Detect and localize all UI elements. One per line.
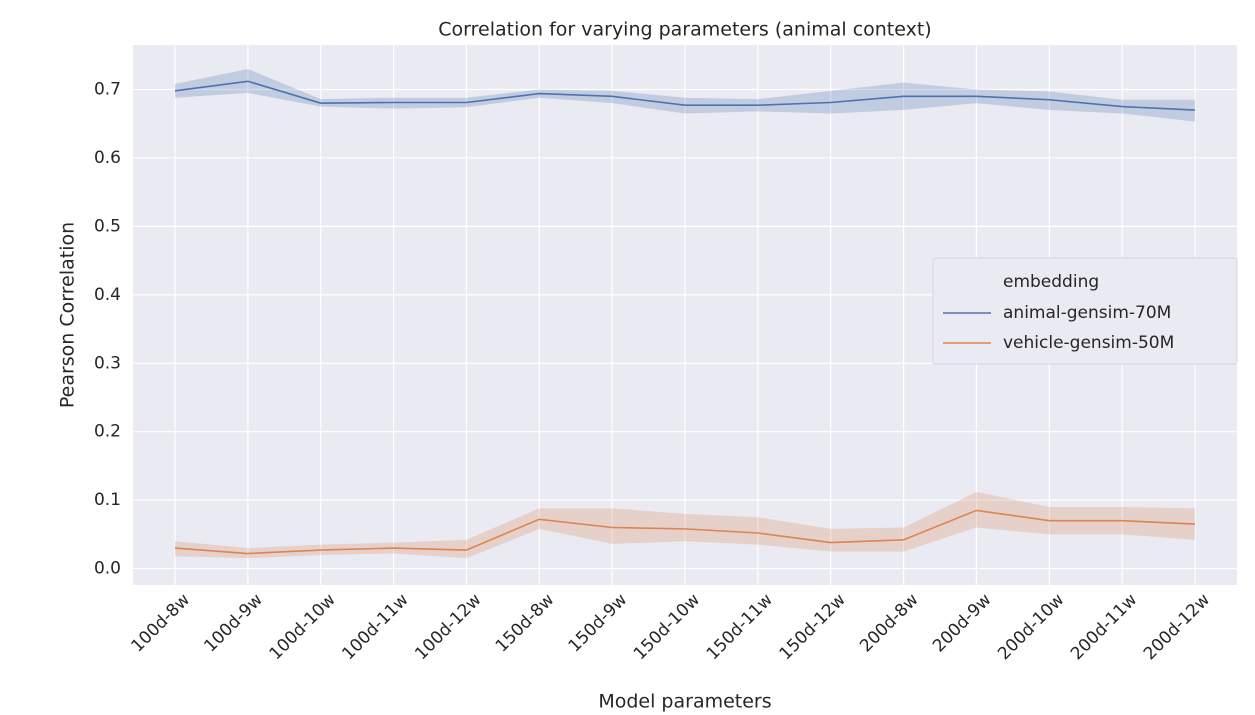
x-tick-label: 150d-10w	[630, 590, 704, 664]
x-tick-label: 100d-12w	[411, 590, 485, 664]
x-tick-label: 150d-9w	[565, 590, 632, 657]
y-tick-label: 0.1	[94, 490, 121, 510]
line	[174, 509, 1196, 555]
x-axis-label: Model parameters	[598, 691, 771, 713]
chart-title: Correlation for varying parameters (anim…	[438, 19, 931, 41]
line	[174, 80, 1196, 111]
x-tick-label: 200d-11w	[1067, 590, 1141, 664]
y-tick-label: 0.7	[94, 79, 121, 99]
legend-label: vehicle-gensim-50M	[1003, 333, 1174, 353]
y-tick-label: 0.5	[94, 216, 121, 236]
x-tick-label: 150d-11w	[703, 590, 777, 664]
x-tick-label: 100d-8w	[128, 590, 195, 657]
x-tick-label: 100d-9w	[200, 590, 267, 657]
x-tick-label: 100d-10w	[266, 590, 340, 664]
y-tick-label: 0.0	[94, 559, 121, 579]
x-tick-label: 200d-10w	[994, 590, 1068, 664]
y-tick-label: 0.4	[94, 285, 121, 305]
legend-box	[932, 257, 1238, 365]
x-tick-label: 150d-12w	[776, 590, 850, 664]
x-tick-label: 100d-11w	[338, 590, 412, 664]
legend: embedding animal-gensim-70M vehicle-gensim…	[932, 257, 1238, 365]
legend-label: animal-gensim-70M	[1003, 303, 1171, 323]
y-axis-label: Pearson Correlation	[57, 222, 79, 408]
x-tick-label: 200d-12w	[1140, 590, 1214, 664]
confidence-band	[175, 68, 1195, 122]
x-tick-label: 150d-8w	[492, 590, 559, 657]
confidence-band	[175, 491, 1195, 559]
x-tick-label: 200d-9w	[929, 590, 996, 657]
y-tick-label: 0.2	[94, 422, 121, 442]
y-tick-label: 0.6	[94, 148, 121, 168]
y-tick-label: 0.3	[94, 353, 121, 373]
legend-title: embedding	[1003, 272, 1099, 292]
x-tick-label: 200d-8w	[856, 590, 923, 657]
